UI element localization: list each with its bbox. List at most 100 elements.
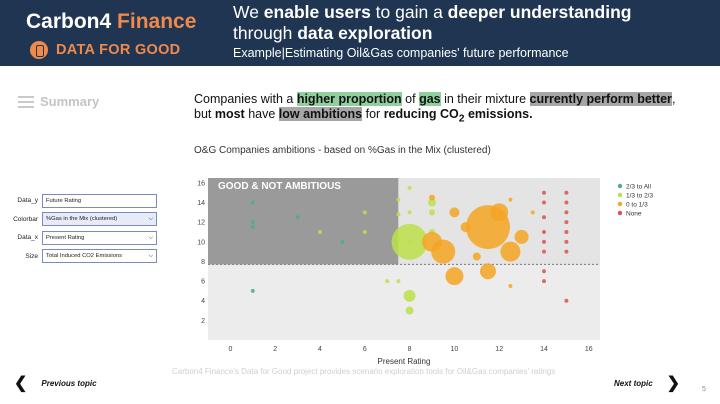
x-tick-label: 6 — [363, 346, 367, 353]
x-tick-label: 8 — [408, 346, 412, 353]
previous-topic-label: Previous topic — [41, 378, 97, 388]
legend-marker — [617, 183, 623, 189]
colorbar-select[interactable]: %Gas in the Mix (clustered) ⌵ — [42, 212, 157, 226]
data-point — [250, 220, 255, 225]
data-point — [508, 284, 513, 288]
subline: Example|Estimating Oil&Gas companies' fu… — [233, 46, 569, 60]
control-label: Size — [25, 252, 38, 260]
data-point — [564, 230, 569, 234]
data-y-input[interactable]: Future Rating — [42, 193, 157, 208]
data-point — [460, 222, 471, 233]
brand-logo-text: Carbon4 Finance — [26, 10, 197, 33]
control-size: Size Total Induced CO2 Emissions ⌵ — [10, 248, 157, 265]
data-point — [403, 289, 416, 302]
size-select[interactable]: Total Induced CO2 Emissions ⌵ — [42, 249, 157, 263]
summary-menu[interactable]: Summary — [18, 94, 99, 109]
data-point — [542, 279, 546, 284]
data-point — [250, 288, 255, 293]
menu-icon — [18, 95, 34, 108]
data-point — [428, 198, 436, 207]
data-x-select[interactable]: Present Rating ⌵ — [42, 230, 157, 245]
control-data-x: Data_x Present Rating ⌵ — [10, 229, 157, 246]
data-point — [340, 239, 345, 244]
control-label: Colorbar — [13, 215, 38, 223]
data-point — [542, 230, 546, 234]
data-point — [431, 239, 456, 264]
control-label: Data_y — [17, 197, 38, 204]
chart-controls: Data_y Future Rating Colorbar %Gas in th… — [10, 192, 157, 266]
data-point — [429, 194, 435, 201]
data-point — [449, 207, 460, 218]
chevron-down-icon: ⌵ — [148, 216, 153, 222]
data-point — [250, 225, 255, 230]
data-point — [407, 185, 412, 190]
caption: Carbon4 Finance's Data for Good project … — [172, 367, 556, 376]
data-point — [500, 241, 521, 262]
header-bar: Carbon4 Finance DATA FOR GOOD We enable … — [0, 0, 720, 66]
y-tick-label: 2 — [201, 318, 205, 325]
data-point — [564, 190, 569, 195]
y-tick-label: 6 — [201, 279, 205, 286]
chevron-down-icon: ⌵ — [148, 234, 153, 241]
legend-label: None — [626, 211, 642, 218]
control-colorbar: Colorbar %Gas in the Mix (clustered) ⌵ — [10, 211, 157, 228]
data-point — [564, 249, 569, 254]
x-tick-label: 0 — [228, 346, 232, 353]
y-tick-label: 4 — [201, 298, 205, 305]
legend-marker — [617, 201, 623, 207]
data-point — [490, 203, 509, 222]
data-point — [385, 279, 390, 284]
control-label: Data_x — [17, 234, 38, 241]
legend-label: 2/3 to All — [626, 184, 651, 191]
data-point — [530, 210, 535, 215]
data-point — [542, 190, 546, 195]
y-tick-label: 10 — [197, 239, 205, 246]
legend-marker — [617, 192, 623, 198]
data-point — [445, 267, 464, 286]
y-tick-label: 16 — [197, 180, 205, 187]
data-point — [542, 239, 546, 244]
data-point — [480, 263, 496, 280]
x-tick-label: 12 — [495, 346, 503, 353]
legend-marker — [617, 210, 623, 216]
control-data-y: Data_y Future Rating — [10, 192, 157, 209]
data-point — [405, 306, 414, 315]
data-point — [362, 210, 367, 215]
data-point — [250, 200, 255, 205]
data-point — [514, 229, 529, 244]
data-x-value: Present Rating — [46, 234, 85, 241]
data-point — [391, 223, 428, 260]
data-point — [564, 220, 569, 225]
data-point — [564, 298, 569, 303]
data-point — [396, 197, 401, 202]
data-point — [407, 210, 412, 215]
data-point — [429, 209, 435, 216]
headline: We enable users to gain a deeper underst… — [233, 2, 632, 43]
y-tick-label: 8 — [201, 259, 205, 266]
legend-label: 0 to 1/3 — [626, 202, 648, 209]
size-value: Total Induced CO2 Emissions — [46, 253, 123, 259]
data-point — [508, 197, 513, 202]
x-tick-label: 4 — [318, 346, 322, 353]
good-not-ambitious-region — [208, 178, 399, 265]
x-tick-label: 2 — [273, 346, 277, 353]
next-topic-link[interactable]: Next topic ❯ — [614, 373, 680, 393]
data-point — [564, 239, 569, 244]
y-tick-label: 12 — [197, 220, 205, 227]
colorbar-value: %Gas in the Mix (clustered) — [46, 216, 118, 222]
chevron-right-icon: ❯ — [666, 375, 681, 392]
data-point — [564, 210, 569, 215]
x-tick-label: 10 — [451, 346, 459, 353]
data-point — [362, 230, 367, 234]
data-point — [542, 269, 546, 274]
x-tick-label: 16 — [585, 346, 593, 353]
region-label: GOOD & NOT AMBITIOUS — [218, 181, 341, 192]
legend-label: 1/3 to 2/3 — [626, 193, 653, 200]
data-point — [396, 279, 401, 284]
data-point — [564, 200, 569, 205]
brand-sub: DATA FOR GOOD — [30, 40, 180, 60]
chevron-left-icon: ❮ — [14, 375, 28, 392]
previous-topic-link[interactable]: ❮ Previous topic — [14, 373, 97, 393]
data-point — [295, 215, 300, 220]
